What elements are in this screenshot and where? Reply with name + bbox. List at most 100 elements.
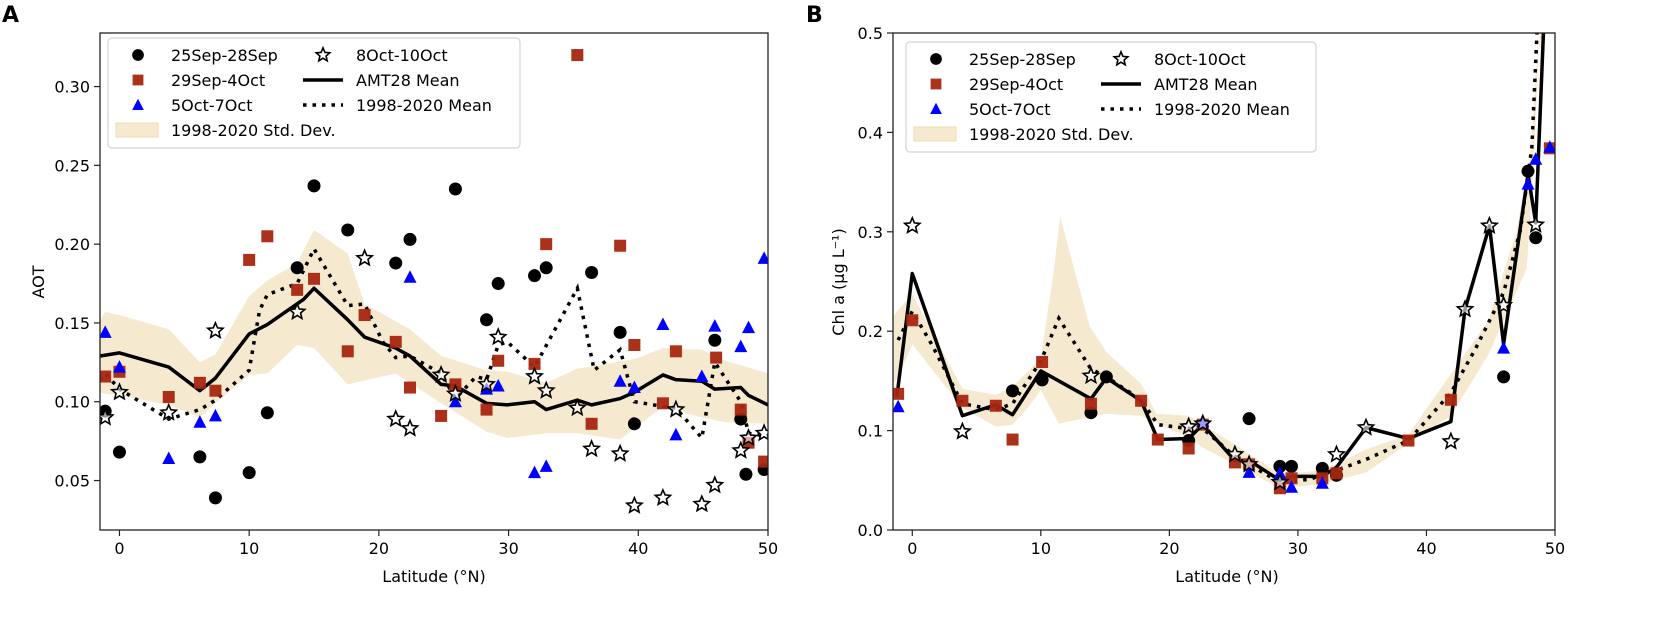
data-point-triangle [613,374,627,387]
data-point-star [1494,295,1514,314]
data-point-star [1225,444,1245,463]
data-point-star [738,427,759,447]
data-point-star [1455,299,1475,318]
data-point-triangle [708,319,722,332]
x-tick-label: 10 [239,539,259,558]
legend-marker-star [1112,49,1130,67]
data-point-circle [480,313,494,327]
data-point-star [386,409,406,428]
series-circle [100,179,768,505]
legend-band-swatch [115,122,159,138]
data-point-circle [208,491,222,505]
panel-a-aot-chart: A Latitude (°N) AOT 0 10 20 30 40 50 0.05 0.10 0… [2,3,778,586]
data-point-square [734,403,747,416]
data-point-triangle [100,325,112,338]
data-point-circle [341,223,355,237]
series-star [902,214,1546,491]
data-point-square [989,399,1002,412]
data-point-circle [448,182,462,196]
data-point-circle [734,412,748,426]
data-point-circle [491,277,505,291]
data-point-circle [539,261,553,275]
y-tick-label: 0.2 [858,322,883,341]
x-tick-label: 0 [907,539,917,558]
data-point-circle [1521,164,1535,178]
data-point-circle [1099,370,1113,384]
data-point-star [1193,413,1213,432]
legend-label: 25Sep-28Sep [969,50,1076,69]
y-tick-label: 0.05 [54,472,90,491]
data-point-circle [242,466,256,480]
data-point-square [710,351,723,364]
data-point-circle [389,256,403,270]
legend: 25Sep-28Sep 29Sep-4Oct 5Oct-7Oct 1998-2020 … [905,41,1317,153]
data-point-star [1326,444,1347,463]
data-point-circle [290,261,304,275]
data-point-circle [1497,370,1511,384]
legend-marker-circle [132,49,144,61]
data-point-circle [403,232,417,246]
data-point-triangle [1242,465,1256,478]
data-point-square [571,49,584,62]
data-point-star [400,418,420,437]
data-point-triangle [1521,177,1535,190]
data-point-square [358,309,371,322]
data-point-triangle [893,399,905,413]
y-tick-label: 0.15 [54,314,90,333]
data-point-star [754,423,768,442]
series-star [100,248,768,514]
legend-label: 29Sep-4Oct [171,71,265,90]
data-point-star [536,380,556,399]
data-point-square [1006,433,1019,446]
y-tick-label: 0.30 [54,78,90,97]
data-point-square [893,387,905,400]
legend-label: 8Oct-10Oct [356,46,448,65]
y-axis-label-b: Chl a (µg L⁻¹) [829,228,848,335]
data-point-star [1179,416,1199,435]
data-point-circle [708,333,722,347]
data-point-star [692,494,712,513]
y-tick-label: 0.3 [858,223,883,242]
data-point-square [1285,472,1298,485]
data-point-star [159,402,179,421]
data-point-star [624,495,644,514]
data-point-square [308,272,321,285]
x-tick-label: 30 [1288,539,1308,558]
data-point-square [528,357,541,370]
data-point-triangle [448,394,462,408]
data-point-star [610,443,630,462]
legend-label: 1998-2020 Std. Dev. [969,125,1134,144]
data-point-circle [613,325,627,339]
data-point-triangle [208,408,222,422]
data-point-square [1084,397,1097,410]
data-point-star [205,320,225,340]
x-axis-label-b: Latitude (°N) [1175,567,1278,586]
data-point-star [1239,454,1259,473]
data-point-triangle [1543,140,1555,153]
data-point-triangle [669,427,683,441]
legend-marker-star [314,45,332,63]
std-dev-band [893,33,1543,489]
data-point-square [435,409,448,422]
data-point-star [1479,215,1500,235]
legend-box [905,41,1317,153]
panel-label-a: A [2,3,19,28]
data-point-square [209,384,222,397]
data-point-square [261,230,274,243]
data-point-star [902,215,922,235]
data-point-star [1356,417,1376,436]
legend-label: AMT28 Mean [1154,75,1258,94]
data-point-square [291,283,304,296]
data-point-square [656,397,669,410]
y-tick-label: 0.5 [858,24,883,43]
data-point-star [731,440,751,459]
data-point-square [341,345,354,358]
x-tick-label: 20 [1159,539,1179,558]
data-point-triangle [734,339,748,353]
legend: 25Sep-28Sep 29Sep-4Oct 5Oct-7Oct 1998-2020 … [107,37,521,149]
data-point-circle [112,445,126,459]
x-tick-label: 20 [369,539,389,558]
data-point-star [952,421,972,440]
x-tick-label: 40 [628,539,648,558]
data-point-triangle [656,317,670,331]
